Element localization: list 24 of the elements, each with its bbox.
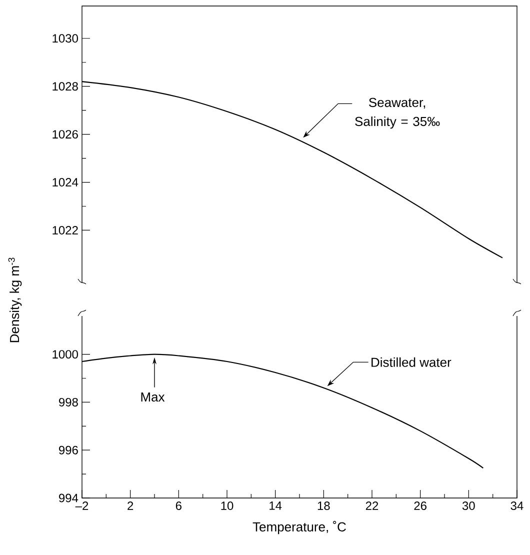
x-tick-label: 26 xyxy=(414,502,426,510)
x-tick-label: –2 xyxy=(75,502,88,510)
y-tick-label: 1028 xyxy=(52,82,78,91)
x-tick-label: 18 xyxy=(318,502,330,510)
x-tick-label: 14 xyxy=(270,502,282,510)
y-tick-label: 994 xyxy=(59,494,78,502)
x-tick-label: 22 xyxy=(366,502,378,510)
x-tick-label: 30 xyxy=(462,502,475,510)
y-tick-label: 1022 xyxy=(52,226,78,234)
annotation: Seawater, Salinity = 35‰ xyxy=(355,98,440,129)
x-tick-label: 10 xyxy=(221,502,234,510)
y-axis-title: Density, kg m$^{-3}$ xyxy=(8,258,22,342)
annotation: Max xyxy=(141,392,165,402)
x-tick-label: 6 xyxy=(176,502,182,510)
y-tick-label: 1024 xyxy=(52,178,78,187)
y-tick-label: 1026 xyxy=(52,130,78,139)
x-axis-title: Temperature, ˚C xyxy=(252,520,346,534)
y-tick-label: 1030 xyxy=(52,34,78,43)
y-tick-label: 996 xyxy=(59,446,78,454)
y-tick-label: 1000 xyxy=(52,350,78,359)
y-tick-label: 998 xyxy=(59,398,78,406)
x-tick-label: 2 xyxy=(128,502,134,510)
annotation: Distilled water xyxy=(372,357,452,367)
x-tick-label: 34 xyxy=(510,502,524,510)
